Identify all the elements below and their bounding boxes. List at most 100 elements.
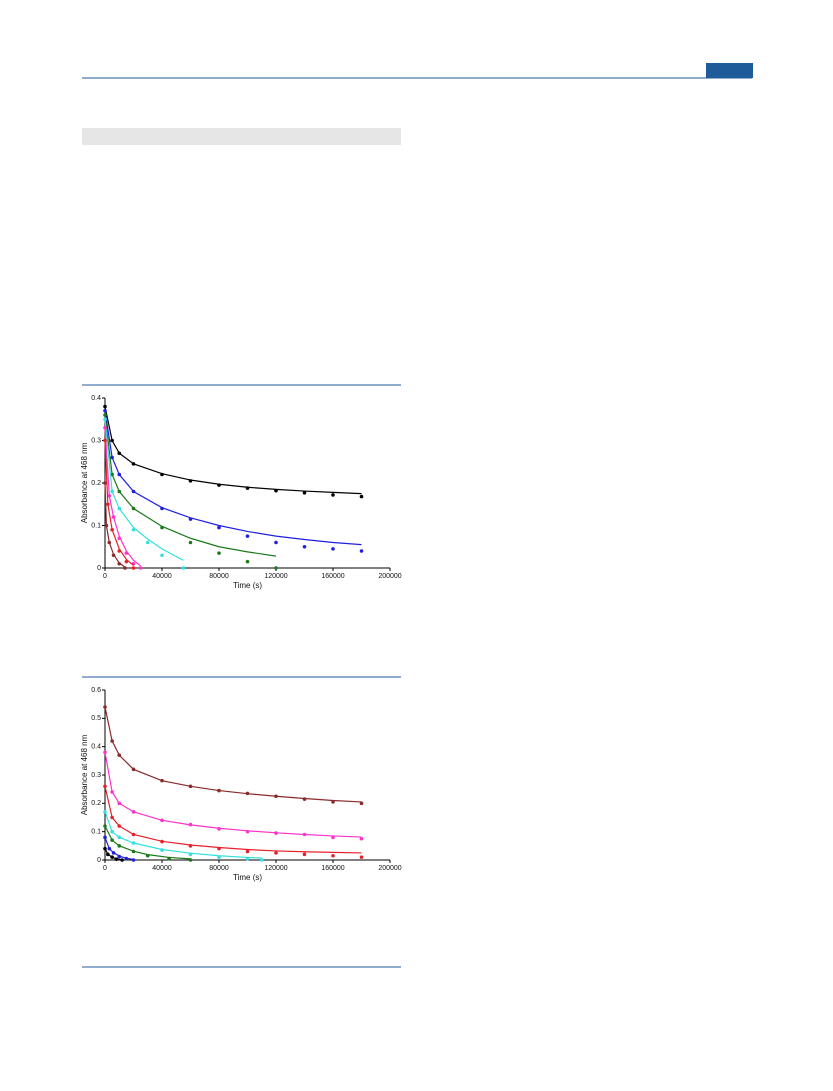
data-point xyxy=(245,534,250,538)
data-point xyxy=(117,561,122,566)
fit-line xyxy=(104,414,277,557)
data-point xyxy=(110,790,114,794)
x-axis-label: Time (s) xyxy=(233,873,262,882)
fit-line xyxy=(104,410,362,546)
data-point xyxy=(302,544,307,549)
data-point xyxy=(131,566,136,570)
data-point xyxy=(217,855,221,859)
data-point xyxy=(302,797,307,801)
header-tab xyxy=(706,63,753,78)
data-point xyxy=(117,844,122,848)
data-point xyxy=(103,413,107,417)
data-point xyxy=(120,858,124,862)
data-point xyxy=(103,835,107,840)
data-point xyxy=(160,525,164,530)
data-point xyxy=(188,858,193,862)
data-point xyxy=(217,846,221,851)
data-point xyxy=(117,489,122,494)
data-point xyxy=(103,408,107,413)
y-tick-label: 0.6 xyxy=(91,687,101,694)
data-point xyxy=(359,855,364,859)
data-point xyxy=(160,839,164,844)
data-point xyxy=(103,784,107,789)
data-point xyxy=(245,559,250,564)
fit-line xyxy=(104,825,191,860)
x-tick-label: 160000 xyxy=(321,865,344,872)
y-tick-label: 0.3 xyxy=(91,437,101,444)
data-point xyxy=(124,856,129,861)
data-point xyxy=(188,784,193,789)
data-point xyxy=(131,527,136,532)
data-point xyxy=(331,853,335,858)
data-point xyxy=(259,858,264,862)
data-point xyxy=(160,506,164,511)
fit-line xyxy=(104,706,362,803)
data-point xyxy=(131,506,136,511)
x-tick-label: 120000 xyxy=(264,865,287,872)
data-point xyxy=(117,824,122,828)
y-tick-label: 0.4 xyxy=(91,744,101,751)
data-point xyxy=(117,536,122,541)
data-point xyxy=(103,438,107,443)
x-tick-label: 160000 xyxy=(321,573,344,580)
data-point xyxy=(138,566,143,570)
data-point xyxy=(160,778,164,783)
x-tick-label: 0 xyxy=(103,573,107,580)
data-point xyxy=(359,836,364,841)
data-point xyxy=(302,852,307,857)
data-point xyxy=(331,493,335,497)
data-point xyxy=(117,835,122,840)
y-axis-label: Absorbance at 468 nm xyxy=(80,442,89,523)
data-point xyxy=(245,829,250,834)
y-tick-label: 0.2 xyxy=(91,800,101,807)
data-point xyxy=(110,855,114,859)
data-point xyxy=(245,486,250,490)
data-point xyxy=(110,829,114,834)
data-point xyxy=(103,810,107,814)
data-point xyxy=(117,801,122,806)
data-point xyxy=(217,525,221,530)
data-point xyxy=(274,794,278,799)
y-tick-label: 0.4 xyxy=(91,395,101,402)
section-band xyxy=(82,128,401,145)
data-point xyxy=(245,849,250,854)
data-point xyxy=(131,810,136,814)
data-point xyxy=(107,493,112,498)
data-point xyxy=(110,527,114,532)
y-tick-label: 0 xyxy=(97,565,101,572)
data-point xyxy=(107,540,112,545)
chart: 0 0.1 0.2 0.3 0.4 0 40000 80000 120000 160000 2000… xyxy=(80,395,402,590)
data-point xyxy=(117,472,122,477)
data-point xyxy=(131,832,136,837)
data-point xyxy=(145,540,150,545)
data-point xyxy=(117,854,122,859)
data-point xyxy=(145,853,150,858)
data-point xyxy=(110,838,114,842)
data-point xyxy=(131,462,136,466)
fit-line xyxy=(104,752,362,838)
y-tick-label: 0.1 xyxy=(91,829,101,836)
data-point xyxy=(302,832,307,837)
data-point xyxy=(181,566,186,570)
data-point xyxy=(274,831,278,835)
data-point xyxy=(117,506,122,511)
data-point xyxy=(274,851,278,855)
data-point xyxy=(103,425,107,430)
data-point xyxy=(103,750,107,755)
data-point xyxy=(103,846,107,851)
data-point xyxy=(111,553,116,558)
x-axis-label: Time (s) xyxy=(233,581,262,590)
y-axis-label: Absorbance at 468 nm xyxy=(80,734,89,815)
data-point xyxy=(131,858,136,862)
data-point xyxy=(160,848,164,852)
data-point xyxy=(245,791,250,796)
data-point xyxy=(160,553,164,558)
data-point xyxy=(331,835,335,840)
data-point xyxy=(111,851,116,855)
data-point xyxy=(188,852,193,857)
data-point xyxy=(274,540,278,545)
data-point xyxy=(107,846,112,851)
y-tick-label: 0 xyxy=(97,857,101,864)
data-point xyxy=(110,489,114,494)
